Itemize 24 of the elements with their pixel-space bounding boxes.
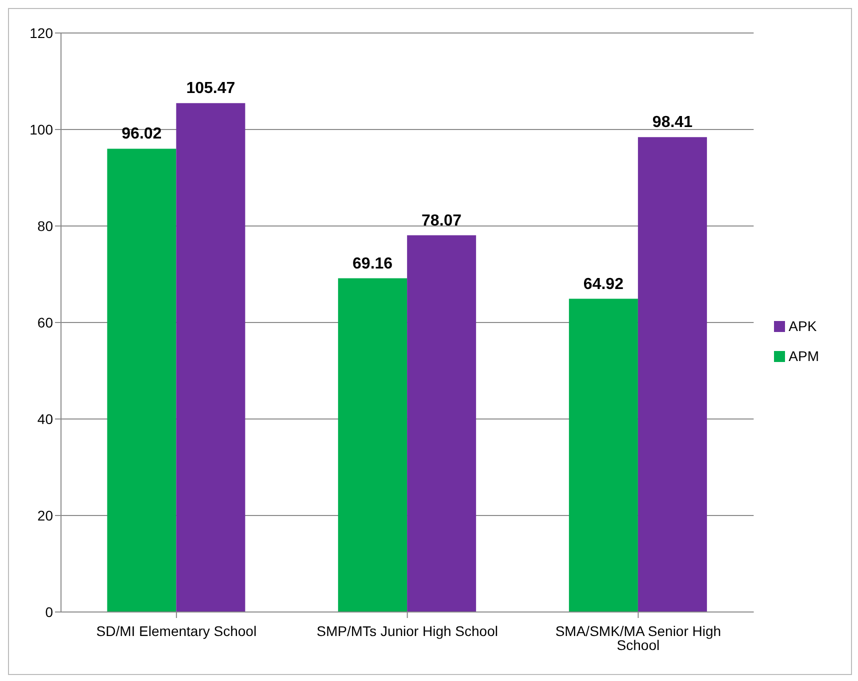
bar [107, 148, 176, 612]
y-tick-label: 40 [37, 410, 54, 427]
y-tick-label: 0 [45, 604, 54, 620]
y-tick-label: 120 [30, 24, 54, 41]
bar [176, 103, 246, 612]
data-label: 69.16 [352, 255, 393, 272]
x-tick-label: SMA/SMK/MA Senior High School [555, 622, 722, 653]
bar [638, 137, 707, 612]
y-tick-label: 100 [30, 121, 54, 138]
data-label: 78.07 [422, 212, 462, 230]
y-tick-label: 60 [37, 314, 54, 330]
bar [568, 298, 638, 612]
bar [338, 278, 408, 612]
legend-label: APM [788, 348, 819, 364]
data-label: 64.92 [583, 276, 624, 293]
data-label: 105.47 [186, 80, 236, 98]
data-label: 98.41 [652, 114, 693, 132]
y-tick-label: 80 [37, 218, 54, 234]
legend-label: APK [788, 318, 817, 334]
bar [407, 235, 476, 612]
x-tick-label: SD/MI Elementary School [96, 622, 257, 639]
data-label: 96.02 [122, 126, 162, 143]
x-tick-label: SMP/MTs Junior High School [316, 622, 498, 639]
y-tick-label: 20 [37, 507, 54, 524]
